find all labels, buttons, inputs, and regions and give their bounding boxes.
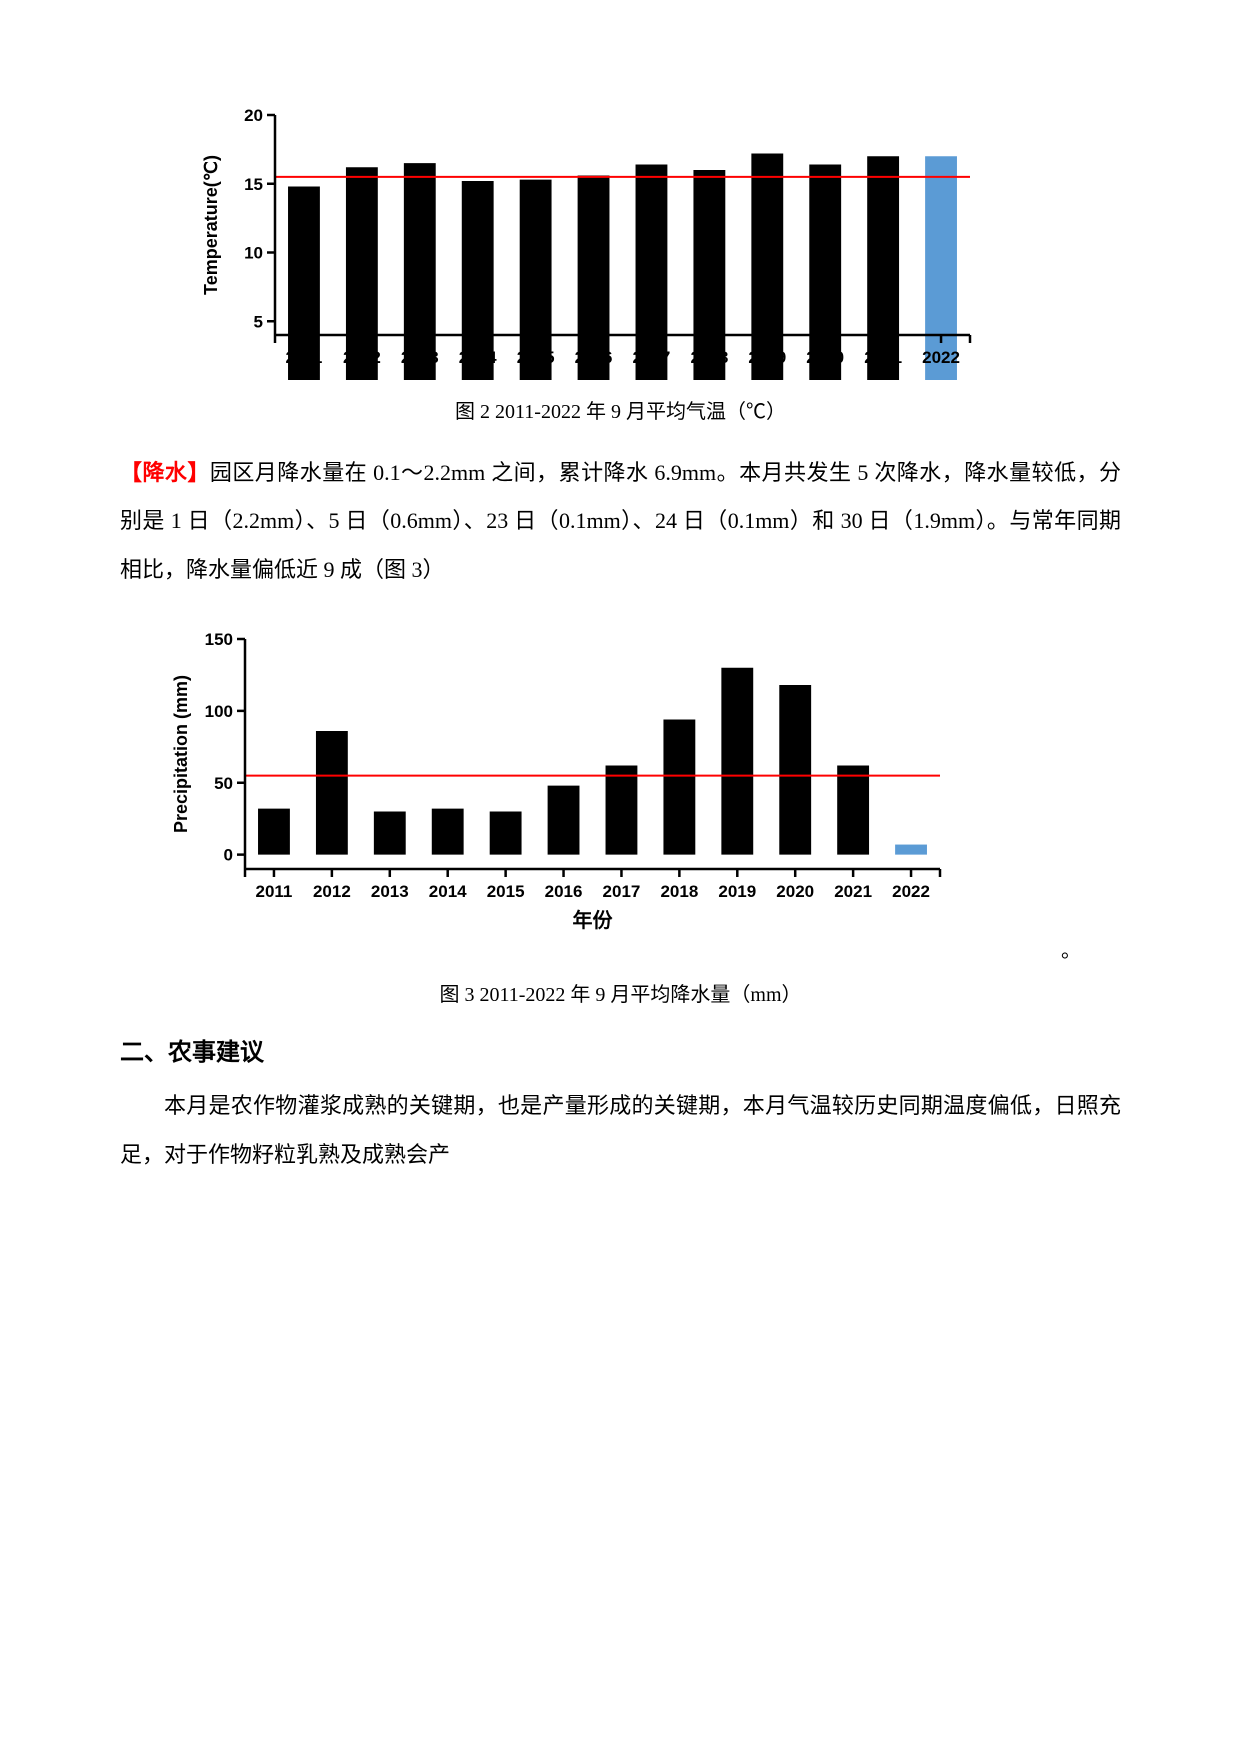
svg-text:2021: 2021 [834, 882, 872, 901]
chart2-svg: Precipitation (mm) 0 50 100 150 2011 2012 2013 2… [150, 624, 960, 944]
svg-text:2016: 2016 [545, 882, 583, 901]
advice-paragraph: 本月是农作物灌浆成熟的关键期，也是产量形成的关键期，本月气温较历史同期温度偏低，… [120, 1082, 1121, 1179]
svg-text:20: 20 [244, 106, 263, 125]
svg-text:100: 100 [205, 702, 233, 721]
svg-text:2017: 2017 [603, 882, 641, 901]
svg-text:2014: 2014 [459, 348, 497, 367]
svg-text:5: 5 [254, 312, 263, 331]
precipitation-label: 【降水】 [120, 460, 210, 485]
svg-text:2021: 2021 [864, 348, 902, 367]
precipitation-text: 园区月降水量在 0.1～2.2mm 之间，累计降水 6.9mm。本月共发生 5 … [120, 460, 1121, 582]
svg-text:0: 0 [224, 846, 233, 865]
svg-text:2018: 2018 [690, 348, 728, 367]
precipitation-chart: Precipitation (mm) 0 50 100 150 2011 2012 2013 2… [150, 624, 960, 944]
chart1-caption: 图 2 2011-2022 年 9 月平均气温（℃） [120, 395, 1121, 424]
svg-text:2013: 2013 [371, 882, 409, 901]
svg-text:50: 50 [214, 774, 233, 793]
chart1-svg: Temperature(℃) 5 10 15 20 2011 2012 2013 2014 201… [180, 100, 990, 380]
svg-text:2012: 2012 [343, 348, 381, 367]
svg-text:2018: 2018 [660, 882, 698, 901]
svg-text:2012: 2012 [313, 882, 351, 901]
svg-text:2019: 2019 [748, 348, 786, 367]
svg-text:2011: 2011 [286, 348, 323, 367]
svg-text:2014: 2014 [429, 882, 467, 901]
svg-text:15: 15 [244, 175, 263, 194]
svg-text:2017: 2017 [633, 348, 671, 367]
svg-text:2016: 2016 [575, 348, 613, 367]
temperature-chart: Temperature(℃) 5 10 15 20 2011 2012 2013 2014 201… [180, 100, 990, 380]
svg-text:2022: 2022 [922, 348, 960, 367]
svg-text:2019: 2019 [718, 882, 756, 901]
svg-text:2011: 2011 [256, 882, 293, 901]
svg-text:2015: 2015 [517, 348, 555, 367]
svg-text:2020: 2020 [776, 882, 814, 901]
svg-text:2013: 2013 [401, 348, 439, 367]
svg-text:10: 10 [244, 244, 263, 263]
chart2-caption: 图 3 2011-2022 年 9 月平均降水量（mm） [120, 978, 1121, 1007]
precipitation-paragraph: 【降水】园区月降水量在 0.1～2.2mm 之间，累计降水 6.9mm。本月共发… [120, 449, 1121, 594]
svg-text:2022: 2022 [892, 882, 930, 901]
svg-text:Temperature(℃): Temperature(℃) [201, 155, 221, 295]
svg-text:Precipitation (mm): Precipitation (mm) [171, 675, 191, 833]
svg-text:150: 150 [205, 630, 233, 649]
svg-text:2020: 2020 [806, 348, 844, 367]
svg-text:2015: 2015 [487, 882, 525, 901]
section-heading: 二、农事建议 [120, 1032, 1121, 1067]
svg-text:年份: 年份 [573, 908, 614, 932]
